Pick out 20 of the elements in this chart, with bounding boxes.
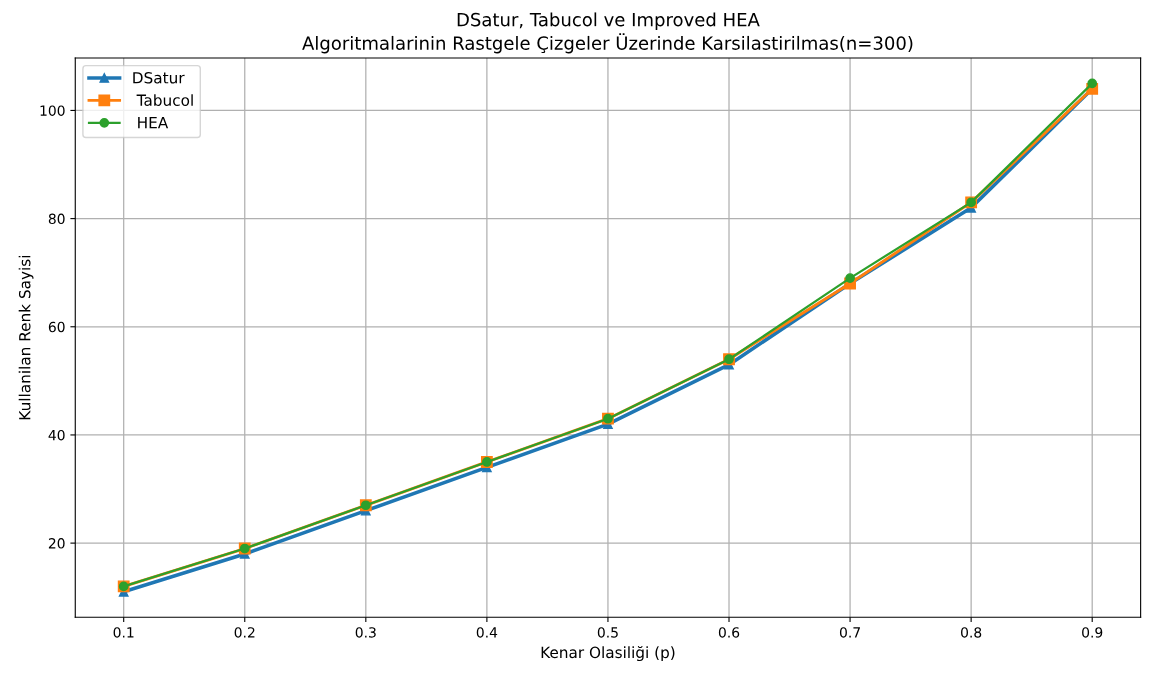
x-tick-label: 0.7 — [839, 627, 860, 638]
x-tick-label: 0.3 — [355, 627, 376, 638]
x-tick-label: 0.1 — [113, 627, 134, 638]
x-tick-label: 0.9 — [1082, 627, 1103, 638]
y-tick-label: 80 — [48, 213, 65, 225]
x-tick-label: 0.4 — [476, 627, 498, 638]
x-axis-title: Kenar Olasiliği (p) — [541, 645, 675, 662]
y-tick-label: 100 — [40, 105, 65, 116]
chart-title: DSatur, Tabucol ve Improved HEA Algoritmalarinin Rastgele Çizgeler Üzerinde Karsilastirilmas(n=300) — [302, 12, 913, 54]
legend-label: Tabucol — [136, 94, 193, 106]
y-tick-label: 20 — [48, 538, 65, 549]
y-tick-label: 40 — [48, 429, 65, 441]
x-tick-label: 0.2 — [234, 627, 255, 638]
y-tick-label: 60 — [48, 321, 65, 333]
y-axis-title: Kullanilan Renk Sayisi — [18, 255, 34, 420]
legend-label: DSatur — [133, 71, 185, 84]
legend-label: HEA — [138, 117, 169, 129]
x-tick-label: 0.8 — [961, 627, 982, 638]
x-tick-label: 0.6 — [718, 627, 740, 638]
x-tick-label: 0.5 — [597, 627, 618, 638]
